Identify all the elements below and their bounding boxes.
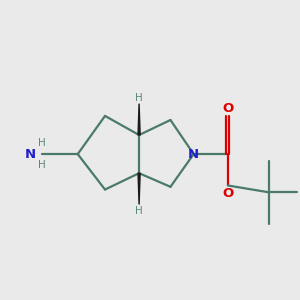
Text: H: H [135,93,143,103]
Text: O: O [222,102,233,115]
Text: H: H [135,206,143,215]
Text: H: H [38,138,46,148]
Text: N: N [24,148,36,160]
Polygon shape [138,173,140,205]
Text: O: O [222,187,233,200]
Text: N: N [188,148,199,160]
Polygon shape [138,103,140,135]
Text: H: H [38,160,46,170]
